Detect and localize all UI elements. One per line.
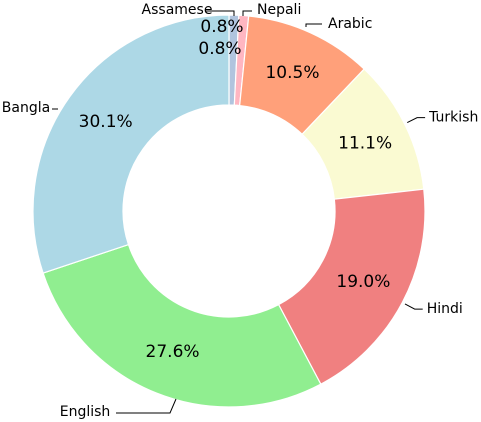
category-label-nepali: Nepali bbox=[257, 2, 301, 18]
pct-label-turkish: 11.1% bbox=[338, 133, 392, 153]
leader-line-assamese bbox=[206, 10, 235, 16]
leader-line-english bbox=[116, 398, 177, 414]
category-label-assamese: Assamese bbox=[142, 2, 213, 18]
slices-group bbox=[32, 14, 426, 408]
category-label-bangla: Bangla bbox=[2, 100, 50, 116]
percent-labels-group: 0.8%0.8% 10.5% 11.1% 19.0% 27.6% 30.1% bbox=[79, 17, 393, 362]
slice-hindi bbox=[277, 188, 426, 385]
slice-english bbox=[42, 243, 322, 408]
leader-line-turkish bbox=[407, 117, 426, 123]
pct-label-nepali: 0.8% bbox=[200, 17, 243, 37]
category-label-turkish: Turkish bbox=[428, 110, 478, 126]
leader-line-nepali bbox=[242, 10, 252, 16]
category-label-english: English bbox=[60, 404, 111, 420]
pct-label-assamese: 0.8% bbox=[198, 39, 241, 59]
pct-label-hindi: 19.0% bbox=[336, 272, 390, 292]
pct-label-arabic: 10.5% bbox=[265, 63, 319, 83]
category-label-hindi: Hindi bbox=[427, 301, 463, 317]
leader-line-arabic bbox=[305, 23, 322, 27]
leader-line-hindi bbox=[404, 303, 423, 310]
pct-label-english: 27.6% bbox=[146, 342, 200, 362]
slice-bangla bbox=[32, 14, 230, 274]
category-label-arabic: Arabic bbox=[328, 16, 372, 32]
pct-label-bangla: 30.1% bbox=[79, 112, 133, 132]
